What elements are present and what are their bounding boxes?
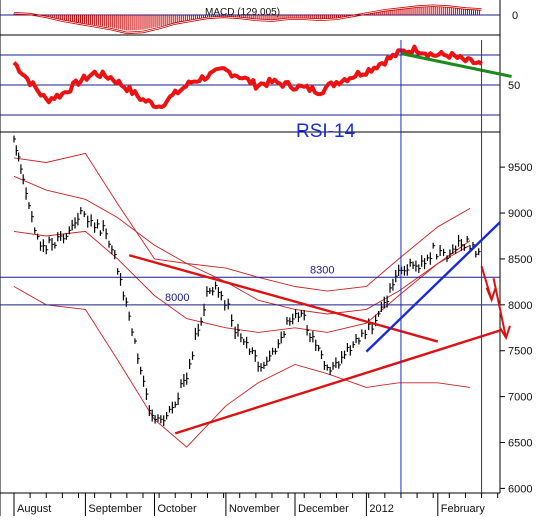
price-band-1 bbox=[13, 230, 471, 333]
trendline-4 bbox=[365, 221, 501, 353]
month-label: February bbox=[441, 503, 486, 515]
price-tick-label: 6000 bbox=[508, 483, 532, 495]
price-band-0 bbox=[13, 175, 471, 315]
arrow-shaft-b bbox=[492, 278, 507, 338]
price-tick-label: 6500 bbox=[508, 438, 532, 450]
rsi-trendline bbox=[400, 52, 512, 78]
month-label: November bbox=[229, 503, 280, 515]
price-tick-label: 8000 bbox=[508, 300, 532, 312]
arrow-head-a bbox=[485, 287, 497, 303]
level-label-8300: 8300 bbox=[310, 264, 334, 276]
macd-panel bbox=[0, 4, 500, 35]
price-tick-label: 9500 bbox=[508, 162, 532, 174]
rsi-title: RSI-14 bbox=[296, 121, 356, 142]
price-tick-label: 8500 bbox=[508, 254, 532, 266]
macd-title: MACD (129.005) bbox=[205, 7, 280, 18]
trendline-2 bbox=[128, 254, 439, 343]
macd-envelope-upper bbox=[13, 4, 482, 33]
axis-labels: 0 50 6000 6500 7000 7500 8000 8500 9000 9500 Augus… bbox=[13, 10, 532, 516]
price-tick-label: 7500 bbox=[508, 346, 532, 358]
price-band-2 bbox=[13, 152, 471, 292]
month-label: December bbox=[298, 503, 349, 515]
price-band-3 bbox=[13, 286, 471, 448]
price-tick-label: 7000 bbox=[508, 392, 532, 404]
arrow-head-b bbox=[499, 325, 511, 341]
macd-tick-label: 0 bbox=[512, 10, 518, 22]
rsi-tick-label: 50 bbox=[508, 80, 520, 92]
month-label: 2012 bbox=[369, 503, 393, 515]
month-label: August bbox=[17, 503, 51, 515]
rsi-line bbox=[12, 44, 483, 110]
trendline-3 bbox=[174, 329, 501, 435]
rsi-panel bbox=[0, 44, 512, 116]
level-label-8000: 8000 bbox=[165, 292, 189, 304]
price-tick-label: 9000 bbox=[508, 208, 532, 220]
price-panel bbox=[13, 135, 481, 448]
chart-frame bbox=[0, 0, 501, 516]
month-label: September bbox=[88, 503, 142, 515]
macd-envelope-lower bbox=[13, 6, 482, 35]
annotation-overlay: 8300 8000 bbox=[0, 40, 511, 493]
month-label: October bbox=[158, 503, 197, 515]
